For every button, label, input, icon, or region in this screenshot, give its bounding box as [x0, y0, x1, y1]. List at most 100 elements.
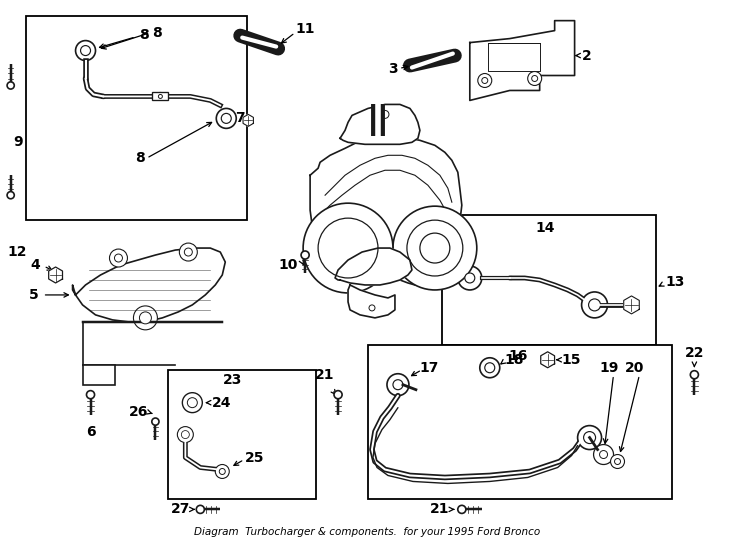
Circle shape: [458, 505, 466, 514]
Circle shape: [589, 299, 600, 311]
Circle shape: [458, 266, 482, 290]
Circle shape: [81, 45, 90, 56]
Circle shape: [139, 312, 151, 324]
Text: 7: 7: [236, 111, 245, 125]
Circle shape: [611, 455, 625, 469]
Circle shape: [465, 273, 475, 283]
Polygon shape: [310, 136, 462, 285]
Circle shape: [156, 92, 164, 100]
Circle shape: [115, 254, 123, 262]
Text: 12: 12: [8, 245, 27, 259]
Circle shape: [484, 363, 495, 373]
Text: 11: 11: [295, 22, 315, 36]
Bar: [368, 345, 672, 500]
Circle shape: [478, 73, 492, 87]
Circle shape: [531, 76, 538, 82]
Polygon shape: [48, 267, 62, 283]
Polygon shape: [335, 248, 412, 285]
Text: 8: 8: [136, 151, 145, 165]
Circle shape: [365, 301, 379, 315]
Circle shape: [87, 390, 95, 399]
Text: 4: 4: [31, 258, 40, 272]
Text: 20: 20: [625, 361, 644, 375]
Polygon shape: [243, 114, 253, 126]
Text: 16: 16: [508, 349, 528, 363]
Circle shape: [184, 248, 192, 256]
Circle shape: [182, 393, 203, 413]
Text: 2: 2: [581, 49, 592, 63]
Text: 27: 27: [171, 502, 190, 516]
Text: 3: 3: [388, 62, 398, 76]
Text: 24: 24: [212, 396, 232, 410]
Text: 10: 10: [279, 258, 298, 272]
Circle shape: [181, 430, 189, 438]
Circle shape: [581, 292, 608, 318]
Text: 21: 21: [430, 502, 450, 516]
Circle shape: [691, 370, 699, 379]
Circle shape: [482, 78, 488, 84]
Circle shape: [578, 426, 602, 449]
Polygon shape: [624, 296, 639, 314]
Polygon shape: [340, 104, 420, 144]
Circle shape: [159, 94, 162, 98]
Circle shape: [187, 397, 197, 408]
Circle shape: [614, 458, 620, 464]
Text: 5: 5: [29, 288, 39, 302]
Circle shape: [109, 249, 128, 267]
Circle shape: [179, 243, 197, 261]
Text: Diagram  Turbocharger & components.  for your 1995 Ford Bronco: Diagram Turbocharger & components. for y…: [194, 528, 540, 537]
Text: 19: 19: [600, 361, 619, 375]
Text: 22: 22: [685, 346, 704, 360]
Circle shape: [594, 444, 614, 464]
Text: 13: 13: [666, 275, 685, 289]
Bar: [26, 16, 247, 220]
Text: 1: 1: [390, 105, 400, 119]
Circle shape: [334, 390, 342, 399]
Circle shape: [178, 427, 193, 443]
Circle shape: [420, 233, 450, 263]
Polygon shape: [73, 248, 225, 322]
Circle shape: [7, 82, 14, 89]
Text: 18: 18: [505, 353, 524, 367]
Circle shape: [528, 71, 542, 85]
Text: 17: 17: [420, 361, 439, 375]
Text: 23: 23: [222, 373, 242, 387]
Circle shape: [480, 358, 500, 377]
Bar: [442, 215, 656, 345]
Circle shape: [196, 505, 204, 514]
Circle shape: [76, 40, 95, 60]
Circle shape: [381, 110, 389, 118]
Circle shape: [134, 306, 157, 330]
Circle shape: [387, 374, 409, 396]
Circle shape: [152, 418, 159, 425]
Bar: [153, 92, 168, 100]
Polygon shape: [348, 285, 395, 318]
Text: 9: 9: [13, 136, 23, 150]
Text: 21: 21: [316, 368, 335, 382]
Circle shape: [393, 206, 477, 290]
Text: 8: 8: [100, 28, 148, 48]
Circle shape: [377, 106, 393, 123]
Circle shape: [303, 203, 393, 293]
Circle shape: [600, 450, 608, 458]
Text: 15: 15: [562, 353, 581, 367]
Text: 6: 6: [86, 424, 95, 438]
Text: 26: 26: [129, 404, 148, 418]
Circle shape: [393, 380, 403, 390]
Polygon shape: [82, 364, 115, 384]
Text: 25: 25: [245, 450, 265, 464]
Circle shape: [219, 469, 225, 475]
Text: 8: 8: [153, 25, 162, 39]
Circle shape: [301, 251, 309, 259]
Polygon shape: [541, 352, 555, 368]
Circle shape: [407, 220, 463, 276]
Text: 14: 14: [536, 221, 556, 235]
Bar: [168, 370, 316, 500]
Circle shape: [7, 192, 14, 199]
Circle shape: [369, 305, 375, 311]
Circle shape: [217, 109, 236, 129]
Circle shape: [215, 464, 229, 478]
Polygon shape: [470, 21, 575, 100]
Circle shape: [584, 431, 595, 443]
Circle shape: [318, 218, 378, 278]
